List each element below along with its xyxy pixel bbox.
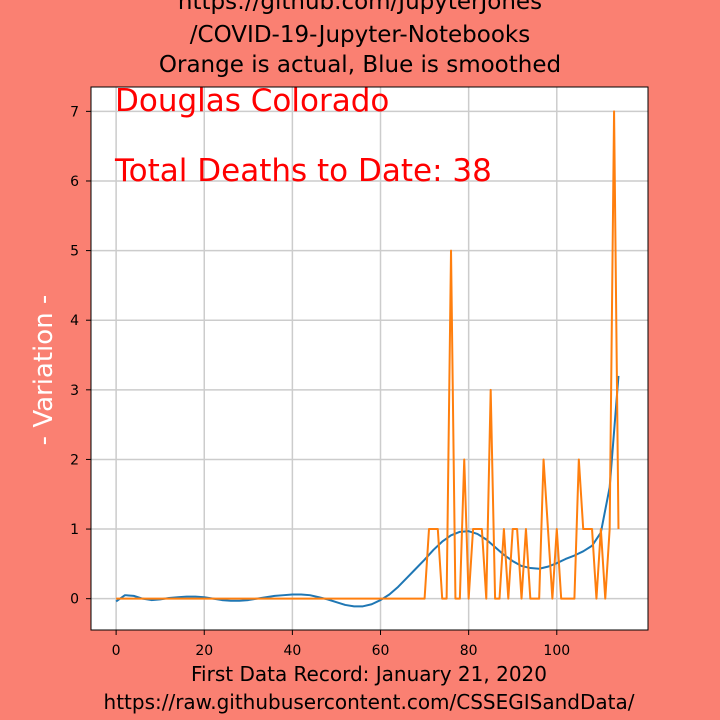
y-tick-label: 3 <box>70 383 79 399</box>
plot-frame <box>90 86 649 631</box>
grid <box>91 87 648 630</box>
y-tick-label: 0 <box>70 592 79 608</box>
title-line-1: https://github.com/JupyterJones <box>177 0 543 15</box>
annotation-location: Douglas Colorado <box>115 83 389 119</box>
x-tick-label: 20 <box>195 643 213 659</box>
y-tick-label: 1 <box>70 522 79 538</box>
y-tick-label: 4 <box>70 313 79 329</box>
series <box>115 110 620 608</box>
title-line-2: /COVID-19-Jupyter-Notebooks <box>189 22 531 48</box>
x-tick-label: 100 <box>543 643 570 659</box>
y-tick-label: 7 <box>70 104 79 120</box>
footer-line-1: First Data Record: January 21, 2020 <box>191 662 547 686</box>
y-tick-label: 2 <box>70 452 79 468</box>
x-tick-label: 60 <box>372 643 390 659</box>
y-tick-label: 5 <box>70 244 79 260</box>
title-line-3: Orange is actual, Blue is smoothed <box>158 52 562 78</box>
annotation-total-deaths: Total Deaths to Date: 38 <box>114 153 492 189</box>
x-tick-label: 40 <box>283 643 301 659</box>
y-tick-label: 6 <box>70 174 79 190</box>
x-tick-label: 0 <box>112 643 121 659</box>
x-tick-label: 80 <box>460 643 478 659</box>
series-line-actual <box>116 110 620 600</box>
footer-line-2: https://raw.githubusercontent.com/CSSEGI… <box>103 690 635 714</box>
series-line-smoothed <box>115 375 620 608</box>
ticks: 0 20 40 60 80 100 0 1 2 3 4 5 6 7 <box>70 104 570 659</box>
